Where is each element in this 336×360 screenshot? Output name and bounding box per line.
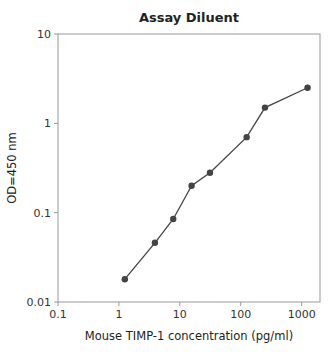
data-point [207, 170, 213, 176]
x-tick-label: 10 [173, 308, 187, 321]
data-point [188, 183, 194, 189]
data-line [125, 88, 308, 279]
x-tick [58, 302, 59, 306]
x-tick [179, 302, 180, 306]
y-tick [54, 123, 58, 124]
x-tick-label: 0.1 [49, 308, 67, 321]
plot-frame [58, 34, 320, 302]
x-axis-label: Mouse TIMP-1 concentration (pg/ml) [85, 329, 293, 343]
data-point [170, 216, 176, 222]
y-tick [54, 302, 58, 303]
data-point [304, 85, 310, 91]
y-tick [54, 34, 58, 35]
x-tick-label: 100 [230, 308, 251, 321]
title: Assay Diluent [139, 10, 239, 25]
y-tick [54, 212, 58, 213]
x-tick [301, 302, 302, 306]
data-point [262, 104, 268, 110]
y-tick-label: 0.1 [34, 207, 52, 220]
chart: 0.111010010000.010.1110Assay DiluentMous… [0, 0, 336, 360]
data-point [122, 276, 128, 282]
data-group [122, 85, 311, 283]
y-axis-label: OD=450 nm [5, 132, 19, 204]
data-point [152, 240, 158, 246]
x-tick-label: 1 [115, 308, 122, 321]
data-point [243, 134, 249, 140]
y-tick-label: 1 [44, 117, 51, 130]
x-tick [240, 302, 241, 306]
y-tick-label: 10 [37, 28, 51, 41]
y-tick-label: 0.01 [27, 296, 52, 309]
x-tick [118, 302, 119, 306]
x-tick-label: 1000 [288, 308, 316, 321]
